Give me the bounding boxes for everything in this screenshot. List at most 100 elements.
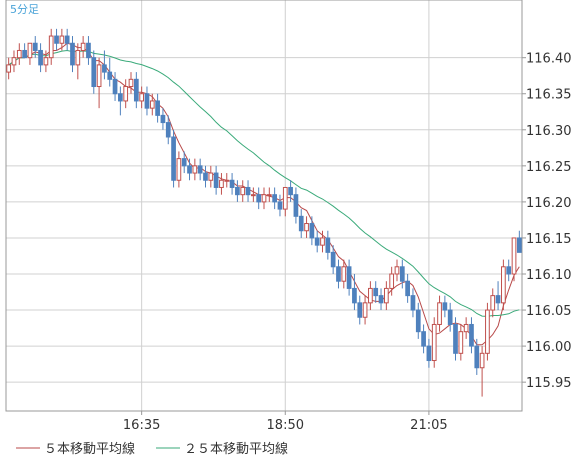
candle-down	[32, 42, 38, 51]
candle-down	[516, 237, 522, 253]
y-tick-label: 116.25	[526, 160, 572, 175]
candle-down	[405, 280, 410, 297]
candle-up	[208, 172, 214, 181]
y-tick-label: 115.95	[526, 376, 572, 391]
candle-up	[224, 179, 230, 182]
candle-up	[490, 295, 496, 311]
y-tick-label: 116.40	[526, 52, 572, 67]
y-tick-label: 116.20	[526, 196, 572, 211]
y-tick-label: 116.10	[526, 268, 572, 283]
candle-down	[86, 42, 91, 59]
candle-down	[171, 136, 176, 181]
candle-down	[336, 266, 341, 282]
legend: ５本移動平均線 ２５本移動平均線	[16, 441, 288, 457]
candle-up	[304, 223, 309, 232]
candle-down	[421, 331, 426, 347]
legend-label-ma5: ５本移動平均線	[44, 441, 135, 457]
candle-down	[357, 302, 363, 318]
candle-down	[133, 78, 139, 102]
candle-down	[70, 42, 75, 66]
candle-up	[16, 49, 22, 59]
candle-up	[43, 57, 49, 66]
candle-up	[501, 266, 506, 304]
candle-up	[11, 57, 17, 66]
candle-down	[426, 345, 432, 362]
candle-down	[474, 345, 480, 369]
candle-up	[320, 237, 325, 246]
candle-down	[155, 100, 160, 116]
candle-up	[266, 194, 272, 197]
candle-up	[394, 266, 400, 275]
x-tick-label: 16:35	[123, 418, 160, 433]
candle-down	[325, 237, 331, 253]
candle-down	[506, 266, 512, 275]
candle-up	[219, 179, 224, 188]
candle-down	[197, 165, 203, 174]
candle-down	[187, 165, 192, 174]
y-tick-label: 116.00	[526, 340, 572, 355]
candle-up	[149, 100, 155, 109]
y-tick-label: 116.05	[526, 304, 572, 319]
candle-up	[123, 86, 129, 102]
candle-down	[229, 179, 235, 188]
candle-down	[399, 266, 405, 282]
y-tick-label: 116.35	[526, 88, 572, 103]
candle-down	[442, 302, 448, 311]
y-tick-label: 116.30	[526, 124, 572, 139]
candle-down	[107, 71, 113, 80]
candle-down	[277, 201, 283, 210]
candle-up	[27, 42, 33, 59]
candle-down	[469, 323, 474, 347]
candle-up	[176, 158, 182, 181]
candle-down	[314, 237, 320, 246]
candle-up	[368, 287, 373, 304]
candle-up	[59, 35, 65, 44]
candle-up	[511, 237, 517, 275]
candle-down	[245, 186, 251, 196]
y-tick-label: 116.15	[526, 232, 572, 247]
candle-down	[447, 309, 453, 325]
candle-down	[64, 35, 70, 44]
candle-down	[330, 251, 336, 268]
candle-up	[341, 266, 347, 282]
candle-down	[38, 49, 43, 66]
candle-down	[102, 64, 107, 73]
candle-down	[352, 287, 357, 304]
candle-down	[373, 287, 379, 297]
x-tick-label: 21:05	[410, 418, 447, 433]
candle-down	[410, 295, 416, 311]
candle-up	[75, 49, 81, 66]
candle-down	[22, 49, 27, 59]
candle-up	[251, 194, 256, 197]
candle-down	[346, 266, 352, 289]
candle-up	[261, 194, 267, 203]
candle-down	[165, 122, 171, 138]
candle-up	[48, 35, 54, 59]
candle-up	[463, 323, 469, 333]
candle-down	[415, 309, 421, 333]
legend-label-ma25: ２５本移動平均線	[184, 441, 288, 457]
candles	[6, 28, 522, 397]
candle-down	[112, 78, 118, 95]
candle-down	[118, 93, 123, 102]
x-tick-label: 18:50	[267, 418, 304, 433]
candle-down	[298, 215, 304, 232]
candle-up	[485, 309, 490, 354]
candle-up	[96, 64, 102, 88]
candle-down	[160, 114, 166, 124]
candle-down	[272, 194, 277, 203]
candle-up	[362, 302, 368, 318]
candle-down	[213, 172, 219, 188]
candle-up	[128, 78, 134, 88]
candle-down	[309, 223, 315, 239]
candle-down	[378, 295, 384, 304]
candle-up	[240, 186, 246, 196]
period-label: 5分足	[10, 3, 39, 16]
candle-up	[383, 287, 389, 304]
candle-up	[437, 302, 442, 325]
plot-border	[5, 0, 523, 412]
x-axis: 16:35 18:50 21:05	[123, 411, 448, 433]
candle-down	[293, 194, 299, 217]
